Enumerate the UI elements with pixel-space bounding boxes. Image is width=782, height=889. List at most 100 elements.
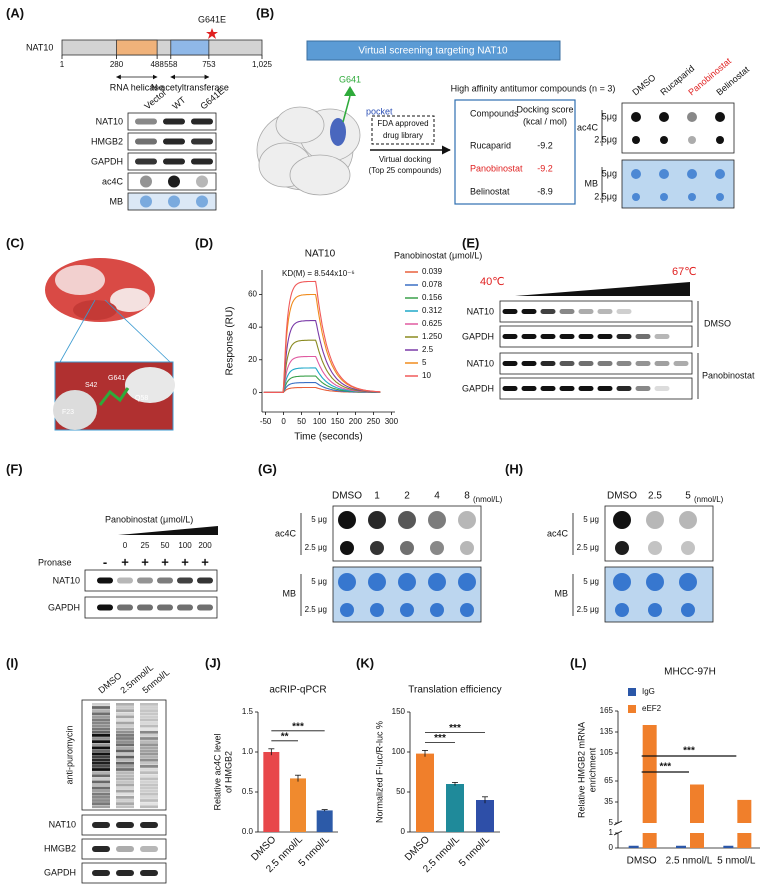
panel-label: (H) (505, 461, 523, 476)
band (157, 577, 173, 584)
row-label: MB (555, 588, 569, 598)
smear-band (116, 765, 134, 768)
smear-band (92, 730, 110, 734)
docking-score: -9.2 (537, 140, 553, 150)
dot (716, 193, 724, 201)
dot (458, 511, 476, 529)
panel-label: (F) (6, 461, 23, 476)
dot (659, 112, 669, 122)
dot (400, 541, 414, 555)
treatment-label: Panobinostat (μmol/L) (105, 514, 193, 524)
dot (660, 136, 668, 144)
smear-band (92, 796, 110, 799)
row-label: GAPDH (48, 602, 80, 612)
position-label: 558 (164, 60, 178, 69)
panel-label: (J) (205, 655, 221, 670)
inset-surface (125, 367, 175, 403)
legend-label: 2.5 (422, 345, 434, 354)
smear-band (140, 755, 158, 759)
band (157, 604, 173, 611)
amount-label: 2.5 μg (305, 543, 327, 552)
unit-label: (nmol/L) (694, 495, 724, 504)
smear-band (116, 786, 134, 790)
smear-band (140, 774, 158, 778)
smear-band (140, 737, 158, 740)
gradient-wedge (515, 282, 690, 296)
band (559, 334, 575, 339)
band (163, 138, 185, 145)
smear-band (140, 703, 158, 706)
band (540, 309, 556, 314)
smear-band (116, 737, 134, 740)
y-tick-label: 0 (253, 388, 258, 397)
significance-label: *** (292, 721, 304, 732)
dot (716, 136, 724, 144)
smear-band (92, 780, 110, 784)
antibody-label: anti-puromycin (64, 725, 74, 784)
band (559, 361, 575, 366)
dot (631, 112, 641, 122)
docking-text: Virtual docking (379, 155, 431, 164)
dot (196, 175, 208, 188)
dot (687, 112, 697, 122)
bar (416, 753, 434, 832)
band (116, 846, 134, 852)
residue-label: G641 (108, 375, 125, 382)
band (521, 334, 537, 339)
smear-band (92, 792, 110, 796)
smear-band (116, 712, 134, 716)
smear-band (116, 761, 134, 765)
band (616, 309, 632, 314)
y-tick-label: 105 (600, 748, 614, 757)
x-axis-label: Time (seconds) (294, 432, 363, 443)
dot (370, 603, 384, 617)
smear-band (140, 771, 158, 774)
lane-label: DMSO (607, 491, 637, 502)
smear-band (92, 727, 110, 731)
site-marker (344, 86, 356, 96)
row-label: GAPDH (462, 331, 494, 341)
band (177, 577, 193, 584)
protein-surface (55, 265, 105, 295)
dot (648, 541, 662, 555)
band (616, 334, 632, 339)
panel-label: (L) (570, 655, 587, 670)
smear-band (116, 789, 134, 793)
band (191, 158, 213, 165)
row-label: GAPDH (91, 156, 123, 166)
amount-label: 5μg (602, 111, 617, 121)
smear-band (92, 718, 110, 722)
position-label: 1,025 (252, 60, 273, 69)
smear-band (116, 802, 134, 805)
x-tick-label: 50 (297, 417, 306, 426)
row-label: ac4C (547, 528, 569, 538)
y-tick-label: 40 (248, 322, 257, 331)
band (137, 604, 153, 611)
y-tick-label: 5 (609, 818, 614, 827)
y-axis-label: Relative ac4C level (212, 733, 222, 810)
smear-band (140, 799, 158, 802)
smear-band (116, 774, 134, 778)
y-tick-label: 65 (604, 776, 613, 785)
smear-band (140, 734, 158, 737)
amount-label: 5 μg (583, 515, 599, 524)
protein-surface (73, 300, 117, 320)
legend-label: 5 (422, 358, 427, 367)
band (197, 604, 213, 611)
dot (430, 541, 444, 555)
bar (446, 784, 464, 832)
protein-domain (116, 39, 158, 56)
chart-title: NAT10 (305, 249, 336, 260)
chart-title: acRIP-qPCR (269, 685, 326, 696)
row-label: HMGB2 (44, 843, 76, 853)
smear-band (116, 752, 134, 756)
amount-label: 2.5 μg (577, 605, 599, 614)
dot (168, 195, 180, 208)
protein-structure (289, 154, 351, 196)
y-tick-label: 50 (396, 787, 405, 796)
pronase-label: Pronase (38, 557, 72, 567)
band (597, 361, 613, 366)
band (597, 334, 613, 339)
inset-surface (53, 390, 97, 430)
smear-band (92, 703, 110, 706)
